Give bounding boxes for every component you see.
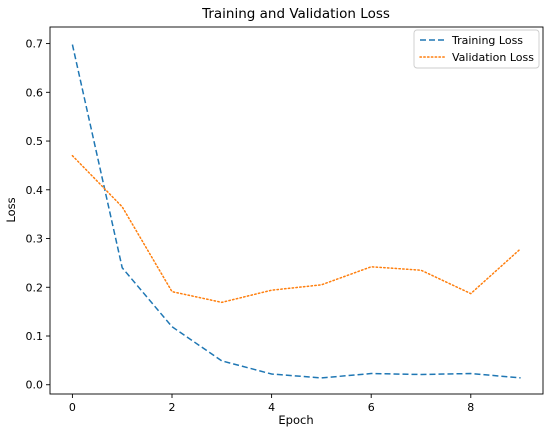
series-layer — [71, 44, 522, 379]
series-line-training-loss — [71, 44, 521, 379]
y-axis-label: Loss — [4, 197, 18, 222]
y-tick-label: 0.7 — [26, 38, 44, 51]
series-line-validation-loss — [71, 154, 522, 304]
legend: Training Loss Validation Loss — [413, 29, 540, 69]
legend-label-validation-loss: Validation Loss — [452, 51, 534, 64]
legend-box — [413, 29, 540, 69]
chart-title: Training and Validation Loss — [201, 6, 390, 22]
x-tick-label: 6 — [368, 401, 375, 414]
legend-label-training-loss: Training Loss — [451, 34, 523, 47]
y-tick-label: 0.3 — [26, 233, 44, 246]
y-tick-label: 0.1 — [26, 330, 44, 343]
x-axis: 0 2 4 6 8 — [69, 394, 474, 414]
plot-frame — [49, 26, 544, 395]
x-tick-label: 0 — [69, 401, 76, 414]
y-tick-label: 0.6 — [26, 86, 44, 99]
x-tick-label: 4 — [268, 401, 275, 414]
x-axis-label: Epoch — [278, 413, 313, 427]
x-tick-label: 8 — [467, 401, 474, 414]
y-axis: 0.0 0.1 0.2 0.3 0.4 0.5 0.6 0.7 — [26, 38, 50, 392]
y-tick-label: 0.2 — [26, 281, 44, 294]
y-tick-label: 0.5 — [26, 135, 44, 148]
plot-area — [49, 26, 544, 395]
y-tick-label: 0.0 — [26, 379, 44, 392]
x-tick-label: 2 — [169, 401, 176, 414]
y-tick-label: 0.4 — [26, 184, 44, 197]
